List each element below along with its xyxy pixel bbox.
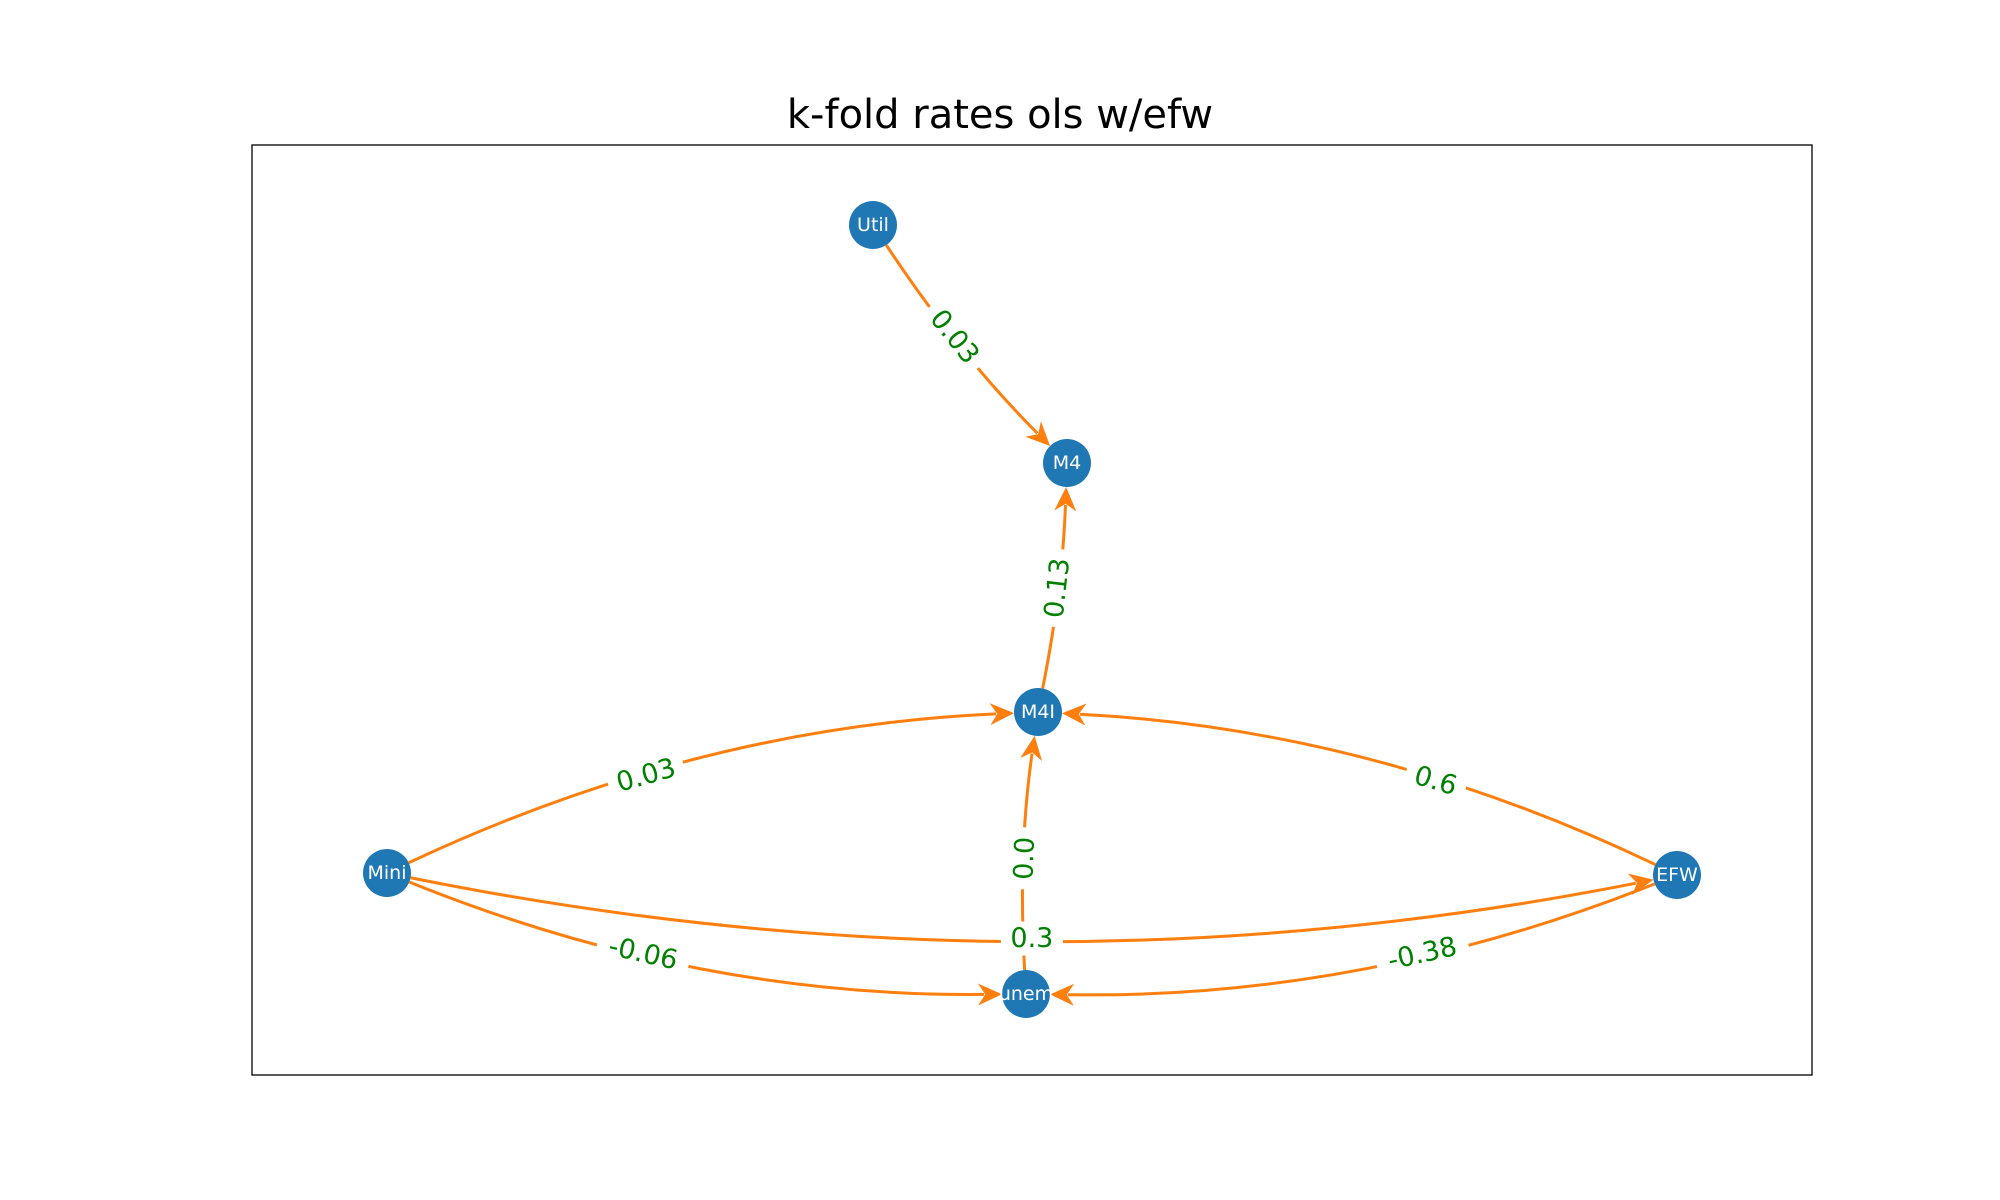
edge-label-background — [1372, 926, 1472, 981]
arrowhead-efw-to-m4i — [1061, 703, 1087, 726]
edge-label-background — [916, 295, 993, 378]
edge-efw-to-m4i — [1079, 712, 1657, 866]
edge-efw-to-unem — [1067, 882, 1656, 997]
edge-label-group: -0.38 — [1372, 926, 1472, 981]
edge-label: 0.3 — [1010, 923, 1053, 954]
node-label-m4: M4 — [1053, 452, 1081, 474]
edges-layer — [408, 244, 1657, 1006]
edge-label-background — [1400, 755, 1471, 807]
node-mini — [363, 849, 411, 897]
edge-label-background — [1000, 921, 1063, 956]
node-efw — [1653, 851, 1701, 899]
arrowhead-mini-to-m4i — [989, 703, 1015, 726]
node-m4i — [1014, 688, 1062, 736]
edge-label-background — [1036, 547, 1079, 629]
node-label-efw: EFW — [1656, 864, 1698, 886]
edge-label-background — [593, 926, 693, 981]
node-label-util: Util — [857, 214, 889, 236]
edge-labels-layer: 0.03 0.13 0.03 0.6 0.0 0.3 -0.06 -0.38 — [593, 295, 1472, 981]
arrowhead-mini-to-unem — [977, 983, 1003, 1006]
node-label-unem: unem — [999, 983, 1053, 1005]
edge-label-group: 0.03 — [603, 748, 689, 803]
chart-title: k-fold rates ols w/efw — [786, 92, 1214, 138]
node-unem — [1002, 970, 1050, 1018]
node-label-m4i: M4I — [1021, 701, 1055, 723]
edge-label-group: 0.03 — [916, 295, 993, 378]
edge-label-group: 0.3 — [1000, 921, 1063, 956]
arrowhead-util-to-m4 — [1025, 421, 1051, 446]
node-label-mini: Mini — [368, 862, 407, 884]
edge-mini-to-m4i — [408, 712, 997, 865]
arrowhead-m4i-to-m4 — [1054, 486, 1077, 512]
edge-label-background — [1006, 826, 1043, 890]
edge-label-group: 0.0 — [1006, 826, 1043, 890]
node-util — [849, 201, 897, 249]
edge-mini-to-unem — [408, 880, 985, 996]
edge-label-group: 0.13 — [1036, 547, 1079, 629]
edge-label-background — [603, 748, 689, 803]
arrowhead-efw-to-unem — [1049, 983, 1075, 1006]
edge-label: 0.0 — [1008, 836, 1041, 880]
nodes-layer: Util M4 M4I Mini EFW unem — [363, 201, 1701, 1018]
edge-label: 0.13 — [1039, 556, 1077, 619]
arrowhead-mini-to-efw — [1627, 873, 1654, 896]
edge-label-group: 0.6 — [1400, 755, 1471, 807]
plot-frame — [251, 144, 1813, 1076]
edge-label: 0.6 — [1411, 760, 1461, 802]
node-m4 — [1043, 439, 1091, 487]
edge-label-group: -0.06 — [593, 926, 693, 981]
arrowhead-unem-to-m4i — [1020, 735, 1043, 762]
